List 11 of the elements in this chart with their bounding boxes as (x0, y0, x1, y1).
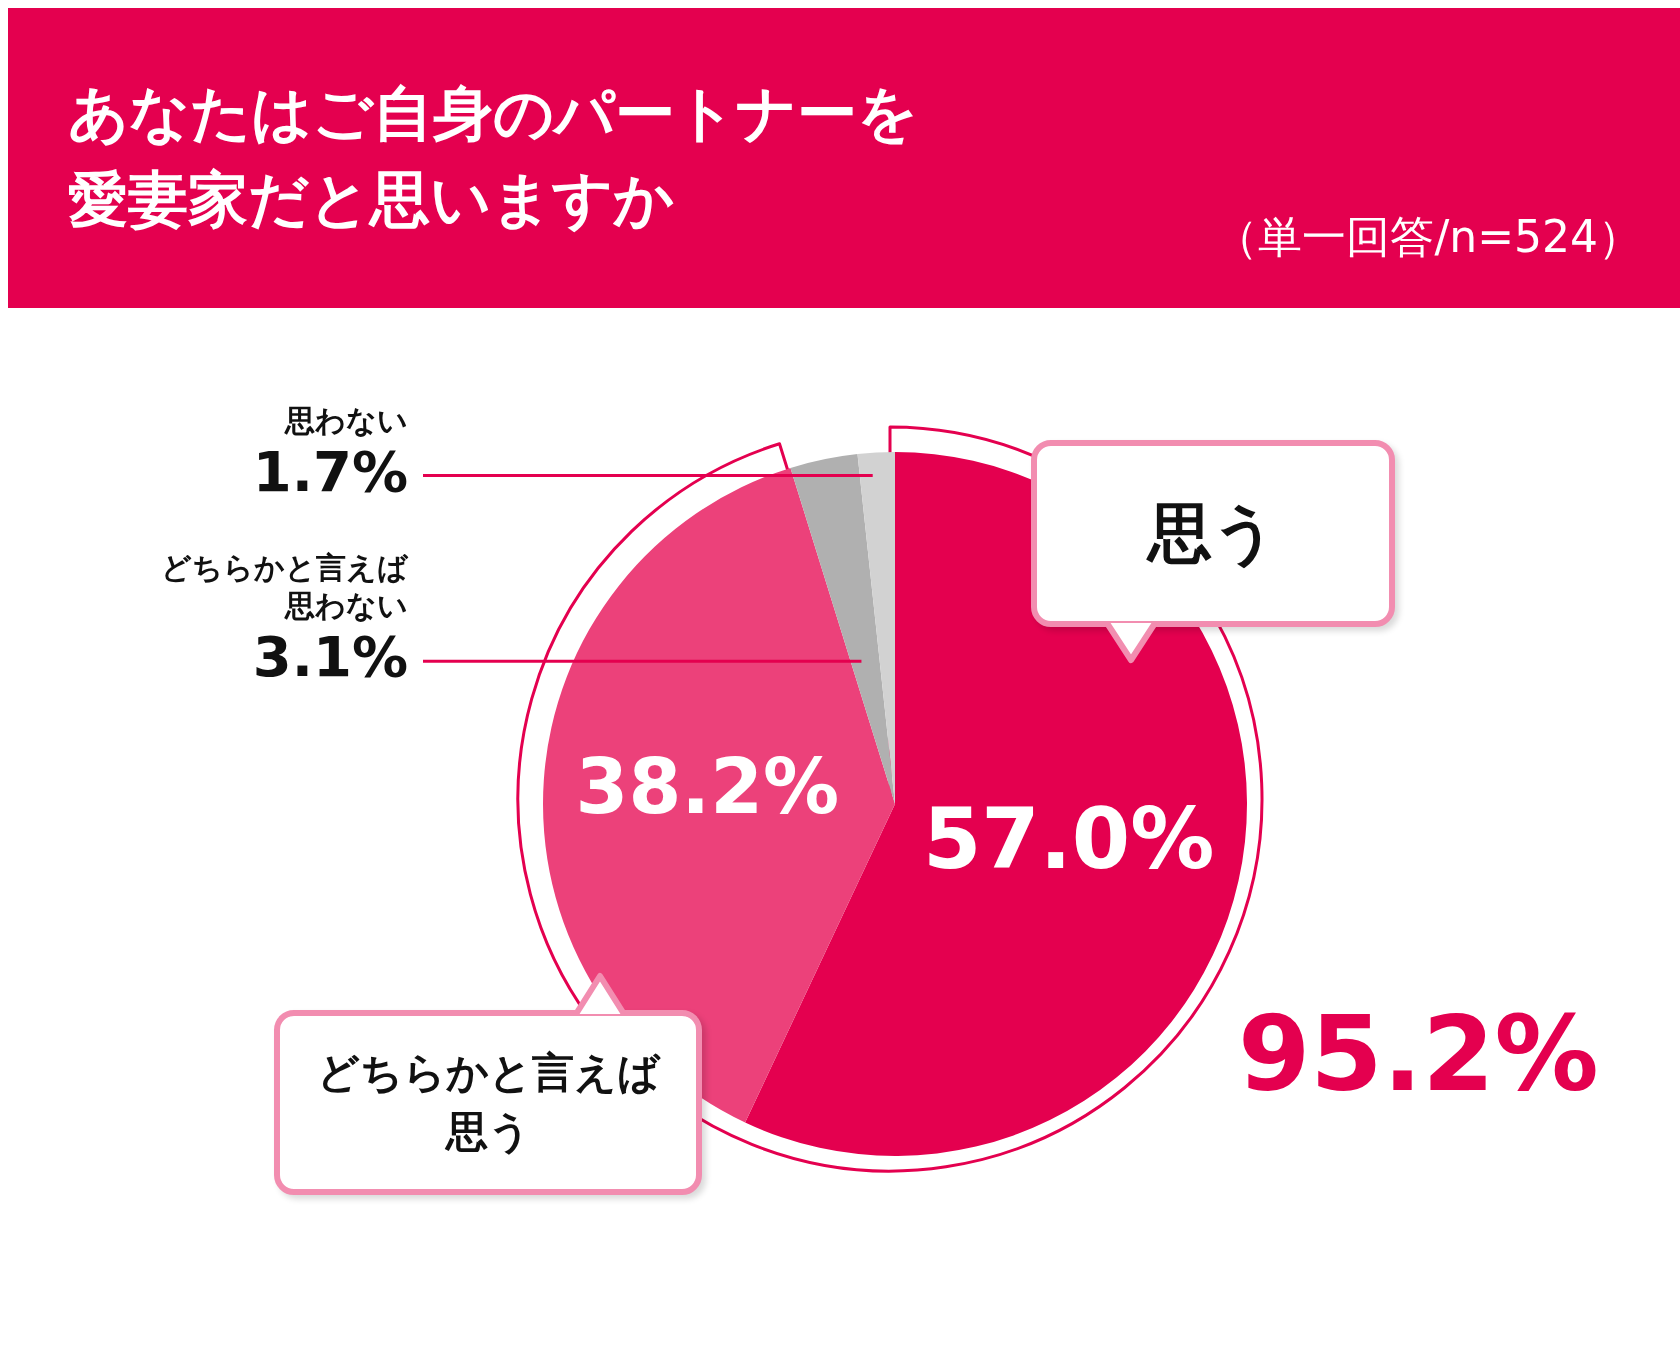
data-label: 3.1% (252, 624, 408, 690)
data-label: 1.7% (252, 438, 408, 504)
data-label: 57.0% (922, 789, 1215, 888)
slice-label: 思う (1145, 494, 1279, 572)
chart-title: あなたはご自身のパートナーを愛妻家だと思いますか (68, 77, 919, 236)
slice-label: どちらかと言えば思わない (160, 549, 408, 626)
slice-label: どちらかと言えば思う (315, 1046, 661, 1158)
data-label: 38.2% (575, 741, 840, 831)
text: 95.2% (1238, 993, 1599, 1115)
slice-label: 思わない (283, 401, 408, 440)
text: （単一回答/n=524） (1214, 210, 1642, 264)
